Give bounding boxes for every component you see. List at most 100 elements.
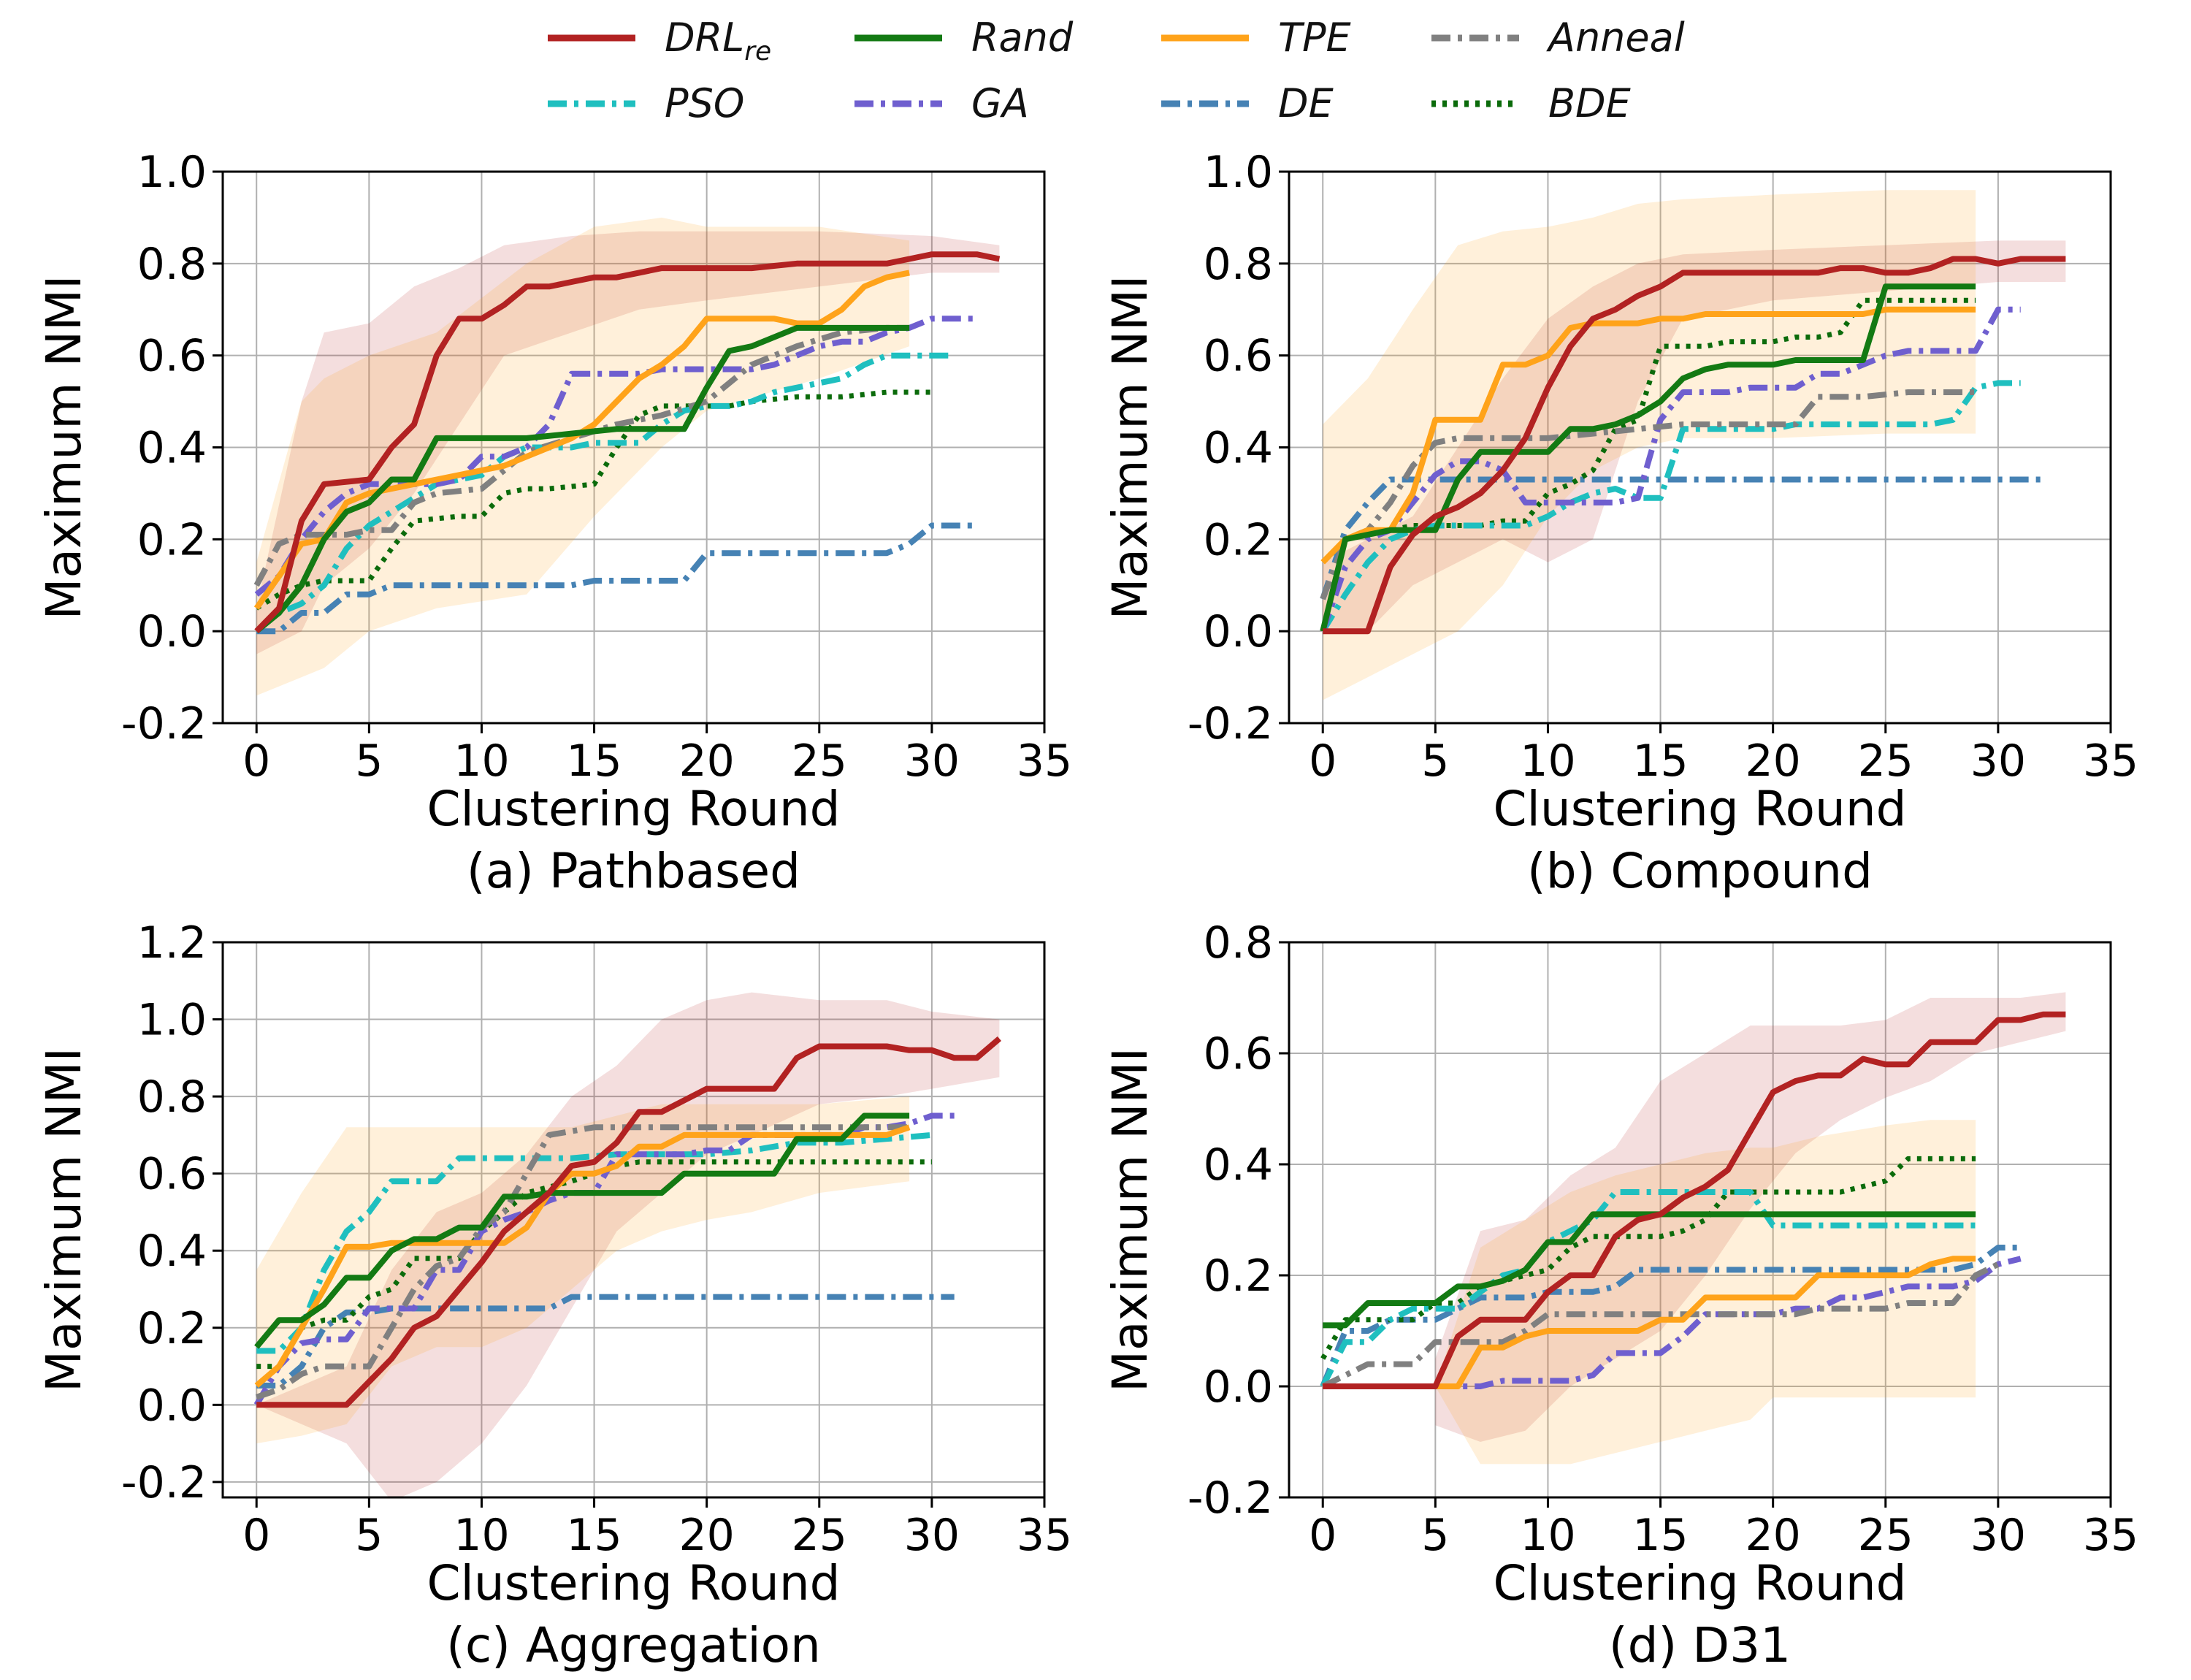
y-tick-label: 0.6 — [1204, 1028, 1273, 1080]
confidence-band-drl — [256, 231, 1000, 654]
x-tick-label: 35 — [1017, 1510, 1072, 1561]
confidence-band-tpe — [256, 1096, 910, 1444]
legend-label-de: DE — [1278, 80, 1334, 126]
x-tick-label: 0 — [1309, 736, 1337, 787]
series-line-bde — [1320, 297, 1976, 633]
legend-label-anneal: Anneal — [1546, 15, 1685, 61]
x-tick-label: 10 — [1520, 1510, 1575, 1561]
x-tick-label: 25 — [1858, 736, 1913, 787]
x-axis-label: Clustering Round — [427, 1555, 840, 1611]
x-tick-label: 25 — [792, 1510, 847, 1561]
series-line-anneal — [253, 324, 910, 587]
series-line-anneal — [1321, 1261, 2000, 1389]
y-tick-label: 0.4 — [137, 423, 207, 474]
x-tick-label: 5 — [1421, 736, 1449, 787]
y-tick-label: 0.2 — [137, 1303, 207, 1354]
axes-frame — [221, 941, 1046, 1499]
legend-label-ga: GA — [971, 80, 1029, 126]
y-tick-label: -0.2 — [1188, 698, 1273, 749]
series-line-bde — [256, 1159, 932, 1370]
y-tick-label: 0.8 — [1204, 917, 1273, 969]
y-tick-label: 0.8 — [1204, 239, 1273, 290]
subplot-d-d31: 0 5 10 15 20 25 30 35 -0.2 0.0 0.2 0.4 0.6 0.8 Cluster… — [1102, 917, 2138, 1673]
y-tick-label: 1.0 — [137, 147, 207, 198]
y-axis-label: Maximum NMI — [36, 1047, 92, 1392]
plot-area — [1320, 992, 2066, 1465]
legend-label-rand: Rand — [971, 15, 1074, 61]
x-tick-label: 35 — [2083, 736, 2138, 787]
x-tick-label: 5 — [355, 736, 383, 787]
y-tick-label: -0.2 — [121, 698, 207, 749]
y-tick-label: 1.0 — [1204, 147, 1273, 198]
x-tick-label: 20 — [678, 1510, 734, 1561]
y-tick-label: 0.4 — [137, 1226, 207, 1277]
x-tick-label: 10 — [454, 1510, 509, 1561]
series-line-drl — [1323, 256, 2066, 635]
legend: DRLre Rand TPE Anneal PSO GA DE BDE — [548, 15, 1685, 126]
confidence-band-drl — [256, 992, 1000, 1497]
y-tick-label: 0.2 — [137, 514, 207, 565]
y-tick-label: 0.6 — [1204, 331, 1273, 382]
y-axis-label: Maximum NMI — [36, 275, 92, 620]
x-tick-label: 5 — [355, 1510, 383, 1561]
series-line-anneal — [1320, 389, 1976, 600]
series-line-rand — [254, 324, 910, 634]
legend-label-drl: DRLre — [665, 15, 771, 66]
y-tick-label: 0.2 — [1204, 514, 1273, 565]
subplot-c-aggregation: 0 5 10 15 20 25 30 35 -0.2 0.0 0.2 0.4 0.6 0.8 1.0 1.2 C… — [36, 917, 1072, 1673]
plot-area — [253, 992, 1001, 1497]
y-tick-label: 0.0 — [137, 1380, 207, 1431]
x-axis-label: Clustering Round — [1493, 1555, 1906, 1611]
x-tick-label: 35 — [1017, 736, 1072, 787]
x-tick-label: 0 — [1309, 1510, 1337, 1561]
series-line-ga — [253, 1112, 955, 1407]
subplot-caption: (d) D31 — [1609, 1617, 1791, 1673]
x-axis-label: Clustering Round — [1493, 781, 1906, 837]
y-tick-label: -0.2 — [121, 1457, 207, 1508]
y-tick-label: 0.8 — [137, 239, 207, 290]
x-tick-label: 15 — [1632, 736, 1688, 787]
series-line-rand — [1320, 283, 1976, 633]
y-tick-label: 1.2 — [137, 917, 207, 969]
y-axis-label: Maximum NMI — [1102, 275, 1158, 620]
series-line-pso — [254, 352, 955, 634]
y-tick-label: 0.0 — [1204, 1362, 1273, 1413]
x-tick-label: 20 — [678, 736, 734, 787]
axes-frame — [1288, 941, 2112, 1499]
subplot-caption: (c) Aggregation — [446, 1617, 821, 1673]
series-line-rand — [254, 1112, 910, 1349]
subplot-caption: (b) Compound — [1527, 843, 1873, 899]
y-tick-label: 0.4 — [1204, 423, 1273, 474]
series-line-drl — [1323, 1011, 2066, 1389]
x-tick-label: 30 — [904, 736, 960, 787]
x-tick-label: 15 — [566, 736, 622, 787]
subplot-b-compound: 0 5 10 15 20 25 30 35 -0.2 0.0 0.2 0.4 0.6 0.8 1.0 Clus… — [1102, 147, 2138, 899]
series-line-ga — [1320, 306, 2021, 633]
y-axis-label: Maximum NMI — [1102, 1047, 1158, 1392]
series-line-tpe — [1320, 306, 1976, 565]
series-line-ga — [254, 316, 977, 597]
x-tick-label: 15 — [1632, 1510, 1688, 1561]
y-tick-label: 0.4 — [1204, 1139, 1273, 1191]
y-tick-label: 0.6 — [137, 1149, 207, 1200]
confidence-band-tpe — [256, 217, 910, 696]
x-tick-label: 0 — [242, 1510, 270, 1561]
series-line-anneal — [255, 1124, 910, 1400]
x-tick-label: 30 — [1970, 1510, 2026, 1561]
subplot-caption: (a) Pathbased — [467, 843, 800, 899]
x-tick-label: 20 — [1745, 1510, 1800, 1561]
y-tick-label: 1.0 — [137, 995, 207, 1046]
x-tick-label: 15 — [566, 1510, 622, 1561]
x-tick-label: 10 — [1520, 736, 1575, 787]
plot-area — [1320, 190, 2066, 700]
series-line-bde — [255, 389, 932, 611]
x-tick-label: 35 — [2083, 1510, 2138, 1561]
x-tick-label: 30 — [904, 1510, 960, 1561]
confidence-band-tpe — [1435, 1120, 1976, 1465]
y-tick-label: 0.0 — [137, 606, 207, 657]
x-axis-label: Clustering Round — [427, 781, 840, 837]
x-tick-label: 25 — [1858, 1510, 1913, 1561]
legend-label-bde: BDE — [1548, 80, 1632, 126]
series-line-drl — [256, 1036, 1001, 1408]
series-line-tpe — [254, 1124, 911, 1388]
